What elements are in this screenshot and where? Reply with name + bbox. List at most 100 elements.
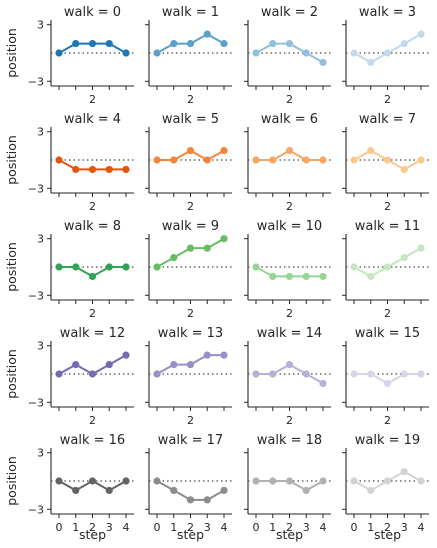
data-point <box>383 379 392 388</box>
data-point <box>383 49 392 57</box>
data-point <box>153 477 161 485</box>
data-point <box>367 370 375 378</box>
x-tick-label: 2 <box>286 414 293 427</box>
data-point <box>122 263 130 271</box>
series-line <box>353 33 422 64</box>
data-point <box>400 467 408 476</box>
panel-title: walk = 13 <box>158 326 223 341</box>
data-point <box>285 360 294 369</box>
data-point <box>252 49 260 57</box>
data-point <box>417 30 425 38</box>
data-point <box>400 165 408 174</box>
y-tick-label: −3 <box>28 396 44 409</box>
x-tick-label: 0 <box>351 521 358 534</box>
panel-title: walk = 7 <box>359 112 416 127</box>
data-point <box>220 39 228 48</box>
x-tick-label: 3 <box>401 521 408 534</box>
data-point <box>203 496 211 504</box>
panel-title: walk = 3 <box>359 5 416 20</box>
data-point <box>400 370 408 378</box>
x-tick-label: 2 <box>89 307 96 320</box>
data-point <box>400 253 408 262</box>
y-axis-label: position <box>4 349 19 399</box>
data-point <box>88 370 97 378</box>
data-point <box>269 477 277 485</box>
data-point <box>170 253 178 262</box>
data-point <box>269 370 277 378</box>
data-point <box>367 486 375 495</box>
data-point <box>105 165 113 174</box>
x-tick-label: 2 <box>89 414 96 427</box>
data-point <box>186 39 195 48</box>
panel-title: walk = 19 <box>355 433 420 448</box>
data-point <box>350 49 358 57</box>
y-axis-label: position <box>4 242 19 292</box>
data-point <box>285 146 294 155</box>
y-axis-label: position <box>4 28 19 78</box>
data-point <box>319 58 327 67</box>
data-point <box>417 370 425 378</box>
x-tick-label: 4 <box>320 521 327 534</box>
panel-title: walk = 8 <box>64 219 121 234</box>
panel-title: walk = 17 <box>158 433 223 448</box>
panel-title: walk = 15 <box>355 326 420 341</box>
data-point <box>285 477 294 485</box>
data-point <box>417 477 425 485</box>
x-tick-label: 1 <box>170 521 177 534</box>
series-line <box>353 247 422 278</box>
x-tick-label: 2 <box>384 200 391 213</box>
data-point <box>203 30 211 38</box>
x-tick-label: 2 <box>187 93 194 106</box>
data-point <box>153 370 161 378</box>
panel-title: walk = 14 <box>257 326 322 341</box>
panel-title: walk = 9 <box>162 219 219 234</box>
x-tick-label: 2 <box>89 200 96 213</box>
data-point <box>203 156 211 164</box>
x-tick-label: 0 <box>56 521 63 534</box>
data-point <box>105 486 113 495</box>
x-tick-label: 2 <box>187 307 194 320</box>
x-tick-label: 2 <box>286 307 293 320</box>
x-tick-label: 4 <box>418 521 425 534</box>
data-point <box>170 360 178 369</box>
data-point <box>319 379 327 388</box>
data-point <box>252 263 260 271</box>
data-point <box>285 39 294 48</box>
x-tick-label: 2 <box>286 200 293 213</box>
x-axis-label: step <box>177 527 204 542</box>
y-tick-label: −3 <box>28 289 44 302</box>
data-point <box>105 39 113 48</box>
data-point <box>220 351 228 359</box>
data-point <box>105 263 113 271</box>
x-tick-label: 2 <box>384 521 391 534</box>
data-point <box>186 146 195 155</box>
panel-title: walk = 16 <box>60 433 125 448</box>
data-point <box>170 486 178 495</box>
y-tick-label: 3 <box>37 126 44 139</box>
y-tick-label: −3 <box>28 503 44 516</box>
y-tick-label: 3 <box>37 233 44 246</box>
data-point <box>367 58 375 67</box>
panel-title: walk = 10 <box>257 219 322 234</box>
data-point <box>252 156 260 164</box>
x-tick-label: 1 <box>367 521 374 534</box>
y-tick-label: 3 <box>37 340 44 353</box>
data-point <box>417 156 425 164</box>
data-point <box>88 477 97 485</box>
data-point <box>383 156 392 164</box>
data-point <box>55 263 63 271</box>
x-axis-label: step <box>79 527 106 542</box>
data-point <box>72 263 80 271</box>
panel-title: walk = 18 <box>257 433 322 448</box>
data-point <box>383 477 392 485</box>
data-point <box>122 165 130 174</box>
data-point <box>220 486 228 495</box>
x-tick-label: 0 <box>154 521 161 534</box>
x-tick-label: 4 <box>123 521 130 534</box>
x-tick-label: 2 <box>187 200 194 213</box>
x-tick-label: 1 <box>72 521 79 534</box>
data-point <box>72 165 80 174</box>
data-point <box>88 39 97 48</box>
panel-title: walk = 11 <box>355 219 420 234</box>
